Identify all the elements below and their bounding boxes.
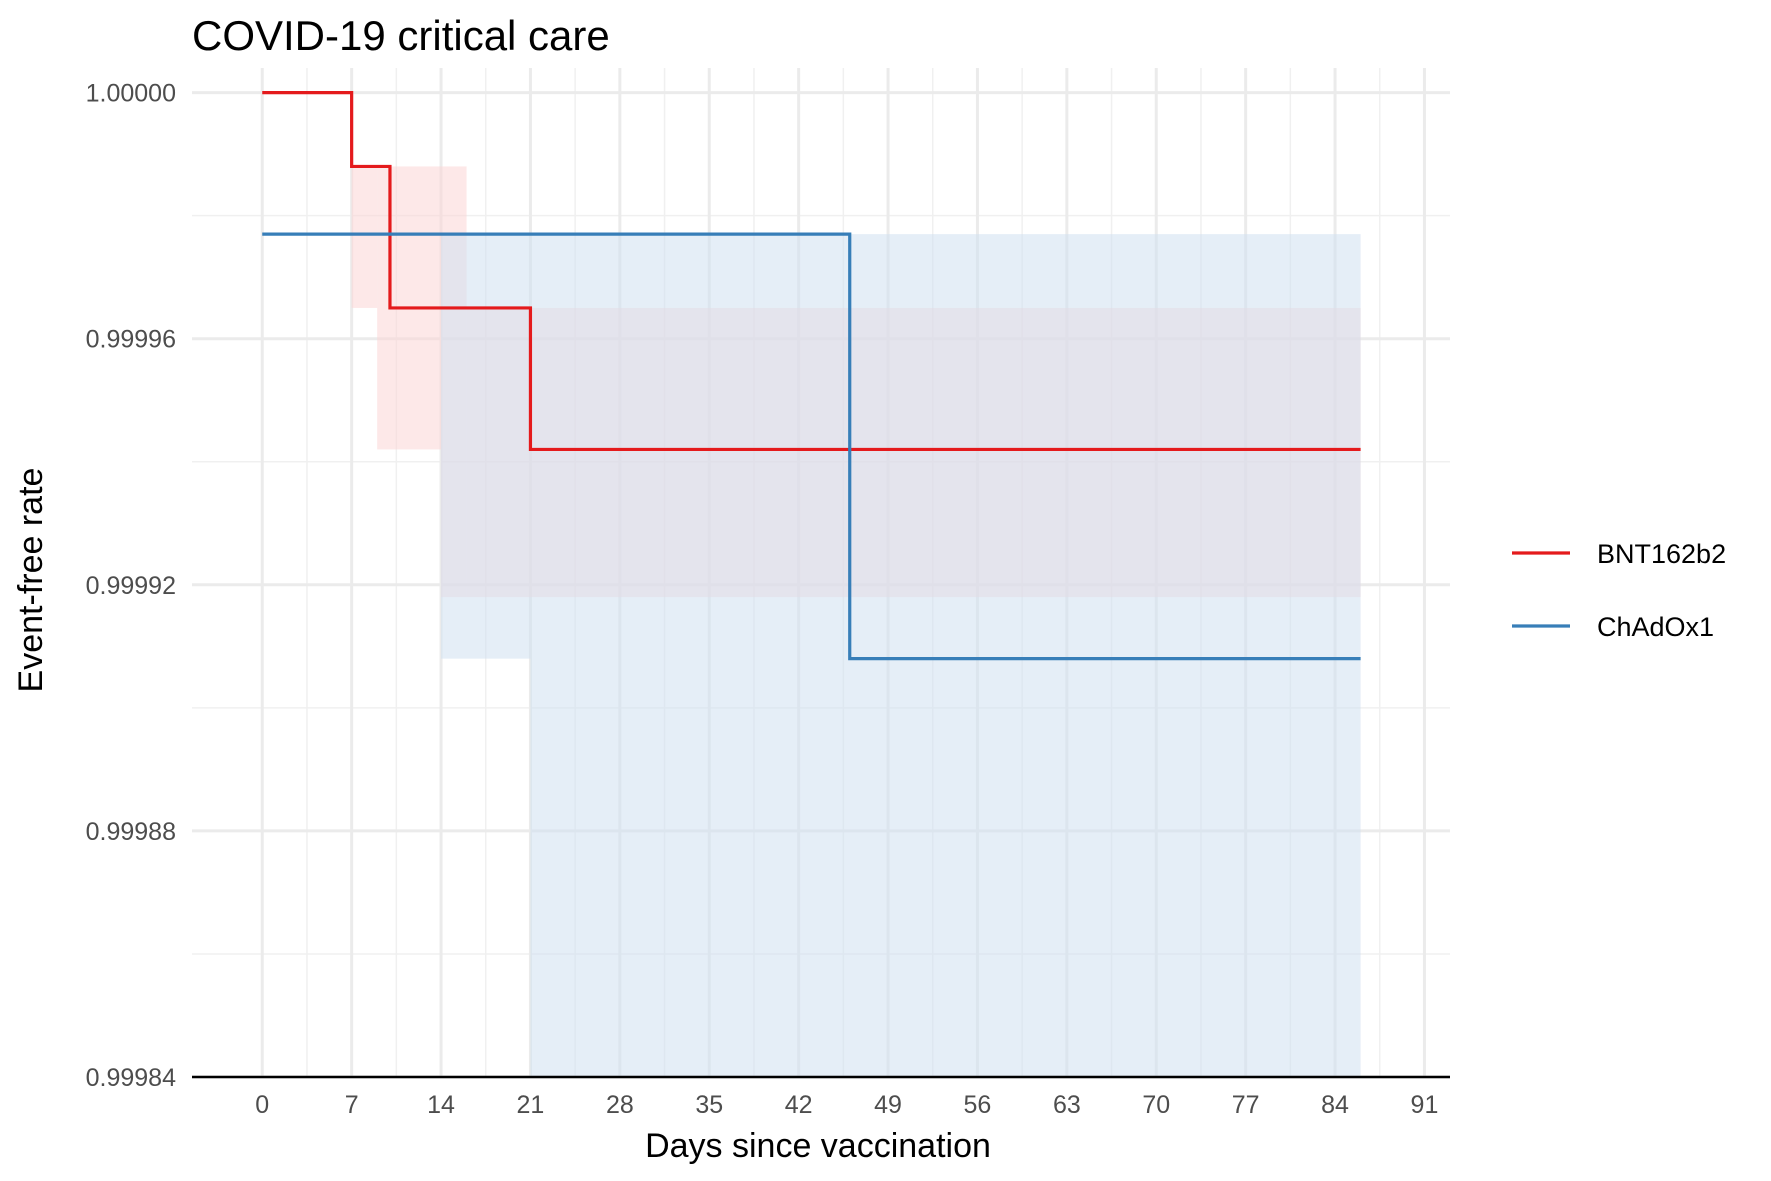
x-tick-label-4: 28 [606,1091,634,1119]
series-lines [262,91,1361,661]
x-tick-label-0: 0 [255,1091,269,1119]
y-tick-label-0: 0.99984 [86,1064,176,1092]
ci-band-chadox1-0 [441,234,531,659]
confidence-bands [351,166,1361,1078]
ci-band-chadox1-1 [530,234,1361,1078]
y-tick-label-3: 0.99996 [86,326,176,354]
y-tick-label-1: 0.99988 [86,818,176,846]
x-tick-label-5: 35 [695,1091,723,1119]
x-tick-label-10: 70 [1142,1091,1170,1119]
x-tick-label-11: 77 [1232,1091,1260,1119]
legend-label-chadox1: ChAdOx1 [1597,612,1714,642]
y-tick-label-4: 1.00000 [86,80,176,108]
x-tick-labels: 0 7 14 21 28 35 42 49 56 63 70 77 84 91 [255,1091,1438,1119]
x-tick-label-13: 91 [1411,1091,1439,1119]
y-tick-labels: 0.99984 0.99988 0.99992 0.99996 1.00000 [86,80,176,1092]
series-line-chadox1 [262,232,1361,661]
x-tick-label-9: 63 [1053,1091,1081,1119]
ci-band-bnt162b2-0 [351,166,378,308]
x-axis-title: Days since vaccination [645,1127,991,1165]
x-tick-label-8: 56 [964,1091,992,1119]
x-tick-label-7: 49 [874,1091,902,1119]
legend: BNT162b2 ChAdOx1 [1512,539,1726,642]
x-tick-label-1: 7 [345,1091,359,1119]
x-tick-label-2: 14 [427,1091,455,1119]
legend-label-bnt162b2: BNT162b2 [1597,539,1726,569]
x-tick-label-12: 84 [1321,1091,1349,1119]
y-tick-label-2: 0.99992 [86,572,176,600]
y-axis-title: Event-free rate [12,468,50,693]
x-tick-label-3: 21 [517,1091,545,1119]
chart-title: COVID-19 critical care [192,12,610,59]
series-line-bnt162b2 [262,91,1361,452]
x-tick-label-6: 42 [785,1091,813,1119]
